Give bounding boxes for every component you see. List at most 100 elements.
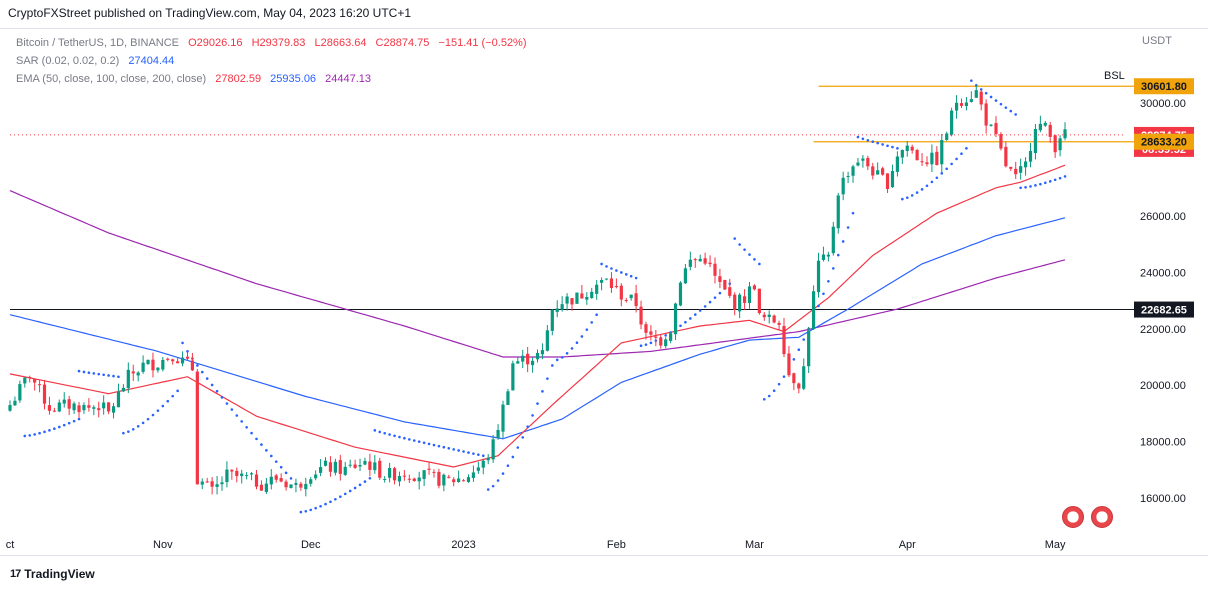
sar-dot [245, 425, 248, 429]
candle-body [604, 278, 609, 280]
sar-dot [38, 431, 41, 435]
candle-body [555, 308, 559, 312]
candle-body [353, 464, 357, 468]
y-tick-label: 16000.00 [1140, 493, 1186, 505]
candle-body [683, 268, 688, 284]
candle-body [797, 383, 801, 389]
sar-dot [210, 383, 214, 387]
candle-body [82, 404, 86, 411]
legend-symbol-row: Bitcoin / TetherUS, 1D, BINANCE O29026.1… [16, 34, 533, 52]
sar-dot [565, 352, 569, 355]
sar-dot [501, 472, 505, 475]
sar-dot [62, 423, 66, 427]
sar-dot [304, 509, 308, 513]
sar-dot [481, 454, 485, 458]
candle-body [1028, 150, 1033, 162]
ema-label[interactable]: EMA (50, close, 100, close, 200, close) [16, 73, 207, 85]
sar-dot [1034, 184, 1037, 187]
candle-body [959, 103, 964, 106]
sar-dot [531, 414, 534, 417]
candle-body [703, 258, 707, 264]
sar-dot [92, 372, 96, 375]
candle-body [249, 473, 254, 475]
sar-dot [437, 444, 441, 448]
sar-dot [107, 374, 110, 377]
sar-dot [580, 335, 584, 338]
sar-dot [53, 427, 56, 431]
candle-body [72, 403, 76, 411]
sar-dot [910, 194, 914, 197]
sar-dot [161, 404, 165, 408]
symbol-label[interactable]: Bitcoin / TetherUS, 1D, BINANCE [16, 37, 180, 49]
candle-body [669, 333, 673, 341]
x-tick-label: Feb [607, 539, 626, 551]
sar-dot [87, 371, 91, 375]
tradingview-brand: TradingView [24, 567, 95, 581]
candle-body [412, 478, 416, 482]
us-event-flag-icon[interactable] [1091, 506, 1113, 528]
sar-dot [373, 429, 377, 432]
sar-label[interactable]: SAR (0.02, 0.02, 0.2) [16, 55, 120, 67]
sar-dot [1048, 180, 1052, 183]
candle-body [974, 90, 978, 98]
candle-body [526, 353, 530, 365]
sar-dot [186, 349, 189, 353]
sar-dot [72, 419, 76, 423]
candle-body [678, 282, 683, 306]
sar-dot [767, 394, 771, 398]
currency-label: USDT [1142, 35, 1172, 47]
sar-dot [127, 430, 130, 433]
sar-dot [551, 364, 554, 367]
candle-body [205, 481, 209, 483]
candle-body [259, 484, 264, 491]
sar-dot [260, 443, 263, 446]
candle-body [747, 286, 752, 304]
price-label-box [1134, 78, 1194, 95]
candle-body [723, 279, 727, 290]
candle-body [821, 254, 826, 260]
candle-body [644, 324, 648, 333]
sar-dot [284, 471, 288, 475]
candle-body [33, 379, 37, 383]
candle-body [358, 465, 362, 467]
sar-dot [122, 431, 125, 435]
candle-body [481, 460, 485, 468]
candle-body [210, 481, 214, 487]
sar-dot [620, 271, 623, 274]
candle-body [757, 288, 761, 314]
sar-dot [590, 321, 594, 324]
sar-dot [876, 141, 879, 145]
sar-dot [999, 102, 1003, 106]
x-tick-label: Mar [745, 539, 764, 551]
y-tick-label: 24000.00 [1140, 267, 1186, 279]
candle-body [102, 402, 106, 409]
sar-dot [698, 309, 702, 312]
candle-body [984, 103, 988, 126]
legend-ema-row: EMA (50, close, 100, close, 200, close) … [16, 70, 533, 88]
candle-body [989, 124, 993, 126]
candle-body [190, 360, 195, 371]
sar-dot [97, 372, 101, 376]
candle-body [220, 482, 224, 485]
sar-dot [319, 504, 322, 508]
candle-body [274, 475, 278, 480]
sar-dot [447, 447, 451, 450]
candle-body [767, 314, 771, 318]
sar-dot [353, 486, 357, 490]
sar-dot [615, 269, 618, 272]
sar-dot [570, 347, 574, 350]
sar-dot [477, 453, 480, 456]
candle-body [23, 377, 27, 384]
sar-dot [600, 262, 603, 266]
us-event-flag-icon[interactable] [1062, 506, 1084, 528]
sar-dot [708, 300, 712, 304]
candle-body [807, 330, 811, 367]
candle-body [595, 284, 599, 294]
candle-body [698, 258, 702, 262]
candle-body [442, 474, 446, 486]
sar-dot [274, 460, 278, 463]
tradingview-footer[interactable]: 17 TradingView [10, 567, 95, 581]
candle-body [664, 339, 668, 347]
sar-dot [77, 417, 81, 421]
